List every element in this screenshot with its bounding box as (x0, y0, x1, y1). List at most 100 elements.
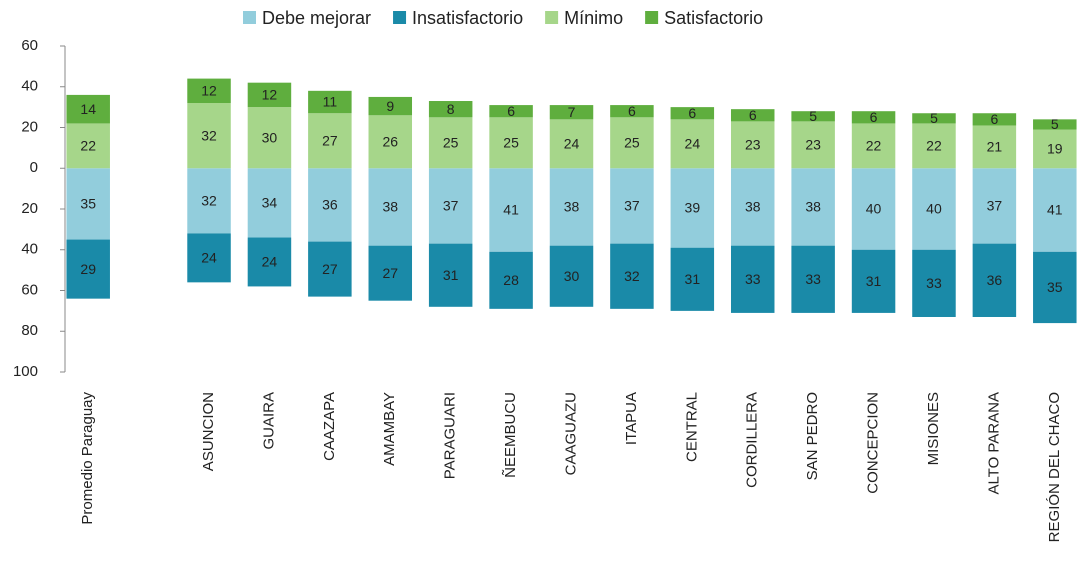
value-label: 25 (443, 134, 459, 150)
bar-segment (187, 103, 231, 169)
bar-segment (730, 109, 775, 122)
bar-segment (368, 245, 413, 301)
x-tick-label: CONCEPCION (865, 392, 882, 494)
bar-segment (549, 119, 594, 169)
bar-segment (670, 247, 715, 311)
x-tick-label: PARAGUARI (442, 392, 459, 479)
x-tick-label: ALTO PARANA (985, 392, 1002, 495)
value-label: 36 (322, 197, 338, 213)
value-label: 5 (809, 108, 817, 124)
bar-segment (66, 239, 110, 299)
bar-segment (66, 123, 110, 169)
value-label: 33 (745, 271, 761, 287)
bar-segment (66, 168, 110, 240)
bar-segment (308, 168, 352, 242)
value-label: 6 (628, 103, 636, 119)
bar-segment (308, 241, 352, 297)
x-tick-label: CAAGUAZU (562, 392, 579, 475)
bar-segment (912, 113, 956, 124)
value-label: 24 (685, 136, 701, 152)
bar-segment (368, 115, 413, 169)
value-label: 37 (987, 198, 1003, 214)
bar-segment (972, 243, 1017, 317)
value-label: 25 (624, 134, 640, 150)
bar-segment (368, 168, 413, 246)
value-label: 32 (201, 193, 217, 209)
value-label: 41 (1047, 202, 1063, 218)
value-label: 32 (201, 127, 217, 143)
legend-swatch (545, 11, 559, 24)
bar-segment (489, 105, 533, 118)
value-label: 35 (80, 196, 96, 212)
bar-segment (368, 96, 413, 116)
value-label: 38 (382, 199, 398, 215)
value-label: 6 (870, 109, 878, 125)
bar-segment (730, 245, 775, 313)
bar-segment (791, 245, 835, 313)
bar-segment (972, 168, 1017, 244)
bar-segment (610, 105, 654, 118)
x-tick-label: MISIONES (925, 392, 942, 465)
value-label: 33 (805, 271, 821, 287)
y-tick-label: 20 (21, 200, 38, 217)
bar-segment (912, 249, 956, 317)
bar-segment (489, 117, 533, 169)
x-tick-label: ÑEEMBUCU (502, 392, 519, 478)
legend-label: Insatisfactorio (412, 8, 523, 28)
value-label: 14 (80, 101, 96, 117)
value-label: 41 (503, 202, 519, 218)
bar-segment (247, 168, 292, 238)
y-tick-label: 80 (21, 322, 38, 339)
bar-segment (610, 168, 654, 244)
legend-label: Debe mejorar (262, 8, 371, 28)
bar-segment (851, 111, 896, 124)
value-label: 11 (323, 94, 338, 110)
legend-label: Mínimo (564, 8, 623, 28)
value-label: 6 (749, 107, 757, 123)
bar-segment (489, 251, 533, 309)
value-label: 30 (564, 268, 580, 284)
value-label: 24 (564, 136, 580, 152)
x-tick-label: CAAZAPA (321, 392, 338, 461)
x-tick-label: Promedio Paraguay (79, 392, 96, 525)
value-label: 12 (201, 83, 217, 99)
bar-segment (1033, 129, 1077, 169)
x-tick-label: REGIÓN DEL CHACO (1046, 392, 1063, 542)
value-label: 19 (1047, 141, 1063, 157)
value-label: 24 (262, 254, 278, 270)
bar-segment (851, 249, 896, 313)
bar-segment (187, 168, 231, 234)
value-label: 23 (745, 137, 761, 153)
bar-segment (851, 168, 896, 250)
bar-segment (428, 243, 473, 307)
value-label: 8 (447, 101, 455, 117)
value-label: 21 (987, 139, 1003, 155)
value-label: 29 (80, 261, 96, 277)
x-tick-label: ITAPUA (623, 392, 640, 445)
bar-segment (247, 237, 292, 287)
value-label: 6 (688, 105, 696, 121)
x-tick-label: AMAMBAY (381, 392, 398, 466)
x-tick-label: GUAIRA (260, 392, 277, 450)
value-label: 34 (262, 195, 278, 211)
bar-segment (187, 78, 231, 104)
bar-segment (428, 168, 473, 244)
value-label: 32 (624, 268, 640, 284)
value-label: 38 (564, 199, 580, 215)
y-tick-label: 60 (21, 281, 38, 298)
value-label: 22 (866, 138, 882, 154)
bar-segment (610, 117, 654, 169)
value-label: 40 (926, 201, 942, 217)
value-label: 33 (926, 275, 942, 291)
value-label: 36 (987, 272, 1003, 288)
bar-segment (66, 94, 110, 124)
bar-segment (308, 90, 352, 114)
legend-swatch (645, 11, 659, 24)
y-tick-label: 20 (21, 118, 38, 135)
bar-segment (730, 168, 775, 246)
bar-segment (791, 168, 835, 246)
value-label: 26 (382, 133, 398, 149)
bar-segment (972, 125, 1017, 169)
legend-swatch (243, 11, 256, 24)
value-label: 37 (624, 198, 640, 214)
